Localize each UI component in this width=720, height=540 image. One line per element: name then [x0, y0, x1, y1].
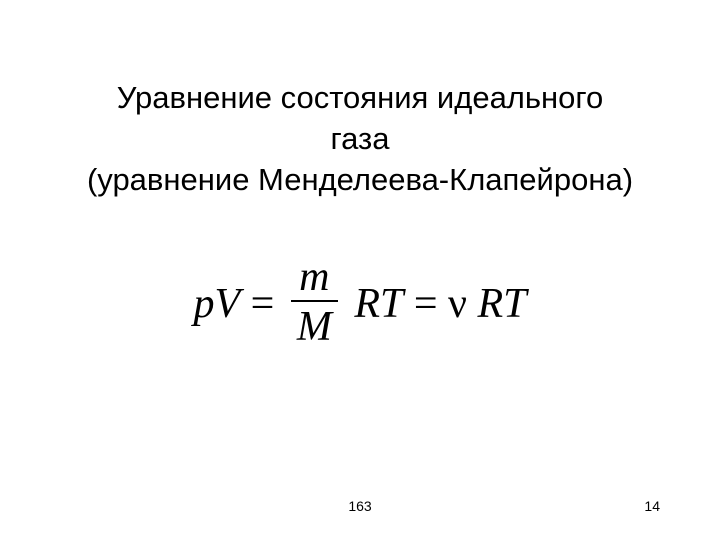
title-line-1: Уравнение состояния идеального [117, 80, 604, 115]
eq-fraction: m M [291, 256, 338, 348]
title-line-3: (уравнение Менделеева-Клапейрона) [87, 162, 633, 197]
slide: Уравнение состояния идеального газа (ура… [0, 0, 720, 540]
eq-RT-2: RT [478, 280, 527, 328]
eq-nu: ν [448, 280, 467, 328]
eq-equals-1: = [251, 280, 275, 328]
eq-RT-1: RT [354, 280, 403, 328]
eq-equals-2: = [414, 280, 438, 328]
eq-frac-num: m [291, 256, 338, 302]
slide-title: Уравнение состояния идеального газа (ура… [0, 78, 720, 201]
equation: pV = m M RT = ν RT [0, 258, 720, 350]
footer-center-number: 163 [0, 498, 720, 514]
footer-page-number: 14 [644, 498, 660, 514]
title-line-2: газа [331, 121, 390, 156]
eq-frac-den: M [291, 302, 338, 348]
eq-pV: pV [193, 280, 240, 328]
